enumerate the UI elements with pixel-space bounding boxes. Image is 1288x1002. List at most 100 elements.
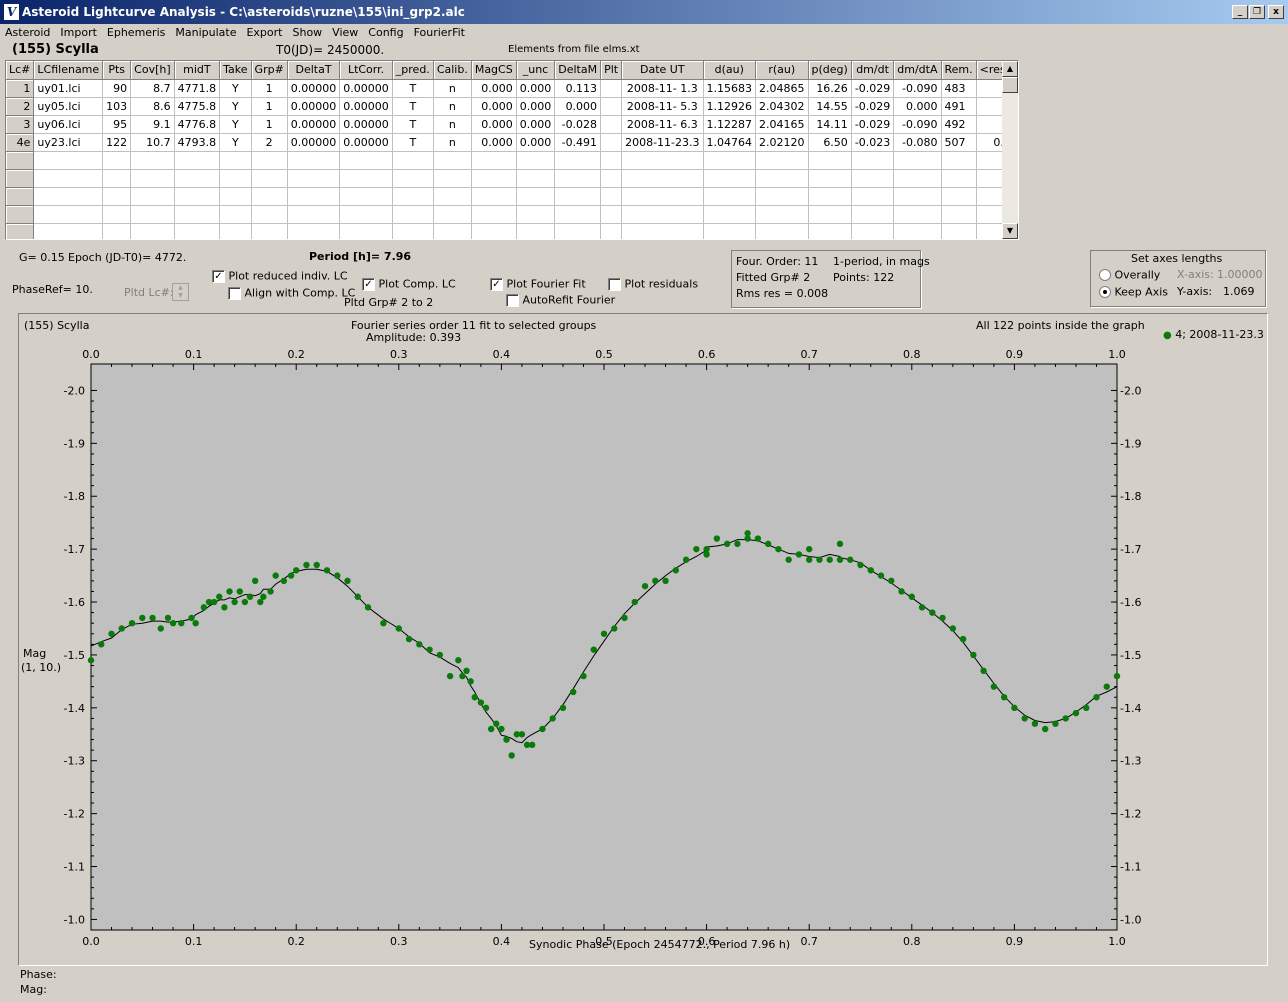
table-cell[interactable]: [851, 223, 895, 239]
table-cell[interactable]: 6.50: [808, 133, 852, 152]
table-cell[interactable]: n: [433, 115, 472, 134]
table-cell[interactable]: [251, 223, 288, 239]
table-cell[interactable]: -0.090: [893, 79, 942, 98]
table-cell[interactable]: 0.000: [471, 97, 517, 116]
table-cell[interactable]: [600, 205, 623, 224]
table-cell[interactable]: 0.000: [516, 133, 556, 152]
table-cell[interactable]: 2008-11- 1.3: [621, 79, 704, 98]
table-cell[interactable]: [174, 223, 221, 239]
table-cell[interactable]: 2.04302: [755, 97, 809, 116]
column-header[interactable]: Lc#: [6, 61, 35, 80]
table-cell[interactable]: [33, 151, 104, 170]
table-cell[interactable]: [851, 187, 895, 206]
table-cell[interactable]: 4776.8: [174, 115, 221, 134]
empty-table-row[interactable]: [6, 169, 1018, 188]
table-cell[interactable]: [471, 187, 517, 206]
table-cell[interactable]: T: [392, 115, 434, 134]
table-cell[interactable]: [392, 205, 434, 224]
column-header[interactable]: dm/dtA: [893, 61, 942, 80]
column-header[interactable]: LtCorr.: [339, 61, 393, 80]
table-cell[interactable]: [130, 151, 175, 170]
table-cell[interactable]: [554, 187, 602, 206]
table-cell[interactable]: uy06.lci: [33, 115, 104, 134]
table-cell[interactable]: 95: [102, 115, 132, 134]
table-cell[interactable]: 4775.8: [174, 97, 221, 116]
menu-import[interactable]: Import: [60, 26, 97, 39]
table-cell[interactable]: -0.029: [851, 79, 895, 98]
table-cell[interactable]: [102, 223, 132, 239]
table-cell[interactable]: [808, 187, 852, 206]
table-cell[interactable]: -0.023: [851, 133, 895, 152]
table-cell[interactable]: 10.7: [130, 133, 175, 152]
plot-comp-checkbox[interactable]: ✓ Plot Comp. LC: [362, 277, 456, 291]
table-cell[interactable]: -0.090: [893, 115, 942, 134]
table-cell[interactable]: [219, 169, 252, 188]
table-cell[interactable]: [33, 187, 104, 206]
table-cell[interactable]: [102, 151, 132, 170]
table-cell[interactable]: [893, 169, 942, 188]
table-cell[interactable]: n: [433, 97, 472, 116]
table-cell[interactable]: [941, 151, 977, 170]
table-cell[interactable]: 14.11: [808, 115, 852, 134]
table-cell[interactable]: [703, 205, 756, 224]
table-cell[interactable]: [600, 223, 623, 239]
table-cell[interactable]: [516, 205, 556, 224]
table-cell[interactable]: [941, 205, 977, 224]
empty-table-row[interactable]: [6, 187, 1018, 206]
table-cell[interactable]: 4793.8: [174, 133, 221, 152]
column-header[interactable]: dm/dt: [851, 61, 895, 80]
table-cell[interactable]: 0.000: [471, 79, 517, 98]
table-cell[interactable]: [102, 187, 132, 206]
table-cell[interactable]: [755, 187, 809, 206]
table-cell[interactable]: [808, 223, 852, 239]
table-cell[interactable]: 0.00000: [339, 133, 393, 152]
table-cell[interactable]: [392, 187, 434, 206]
table-cell[interactable]: 1: [251, 79, 288, 98]
table-cell[interactable]: T: [392, 133, 434, 152]
table-cell[interactable]: [251, 169, 288, 188]
table-cell[interactable]: n: [433, 133, 472, 152]
table-cell[interactable]: [433, 205, 472, 224]
table-cell[interactable]: Y: [219, 133, 252, 152]
table-cell[interactable]: 507: [941, 133, 977, 152]
table-cell[interactable]: [621, 169, 704, 188]
column-header[interactable]: Take: [219, 61, 252, 80]
column-header[interactable]: Date UT: [621, 61, 704, 80]
column-header[interactable]: Cov[h]: [130, 61, 175, 80]
table-cell[interactable]: [808, 151, 852, 170]
table-cell[interactable]: 14.55: [808, 97, 852, 116]
table-cell[interactable]: [471, 205, 517, 224]
table-cell[interactable]: 0.00000: [339, 97, 393, 116]
app-logo-icon[interactable]: V: [4, 4, 19, 20]
table-cell[interactable]: [130, 223, 175, 239]
table-cell[interactable]: 2.04165: [755, 115, 809, 134]
table-cell[interactable]: [554, 169, 602, 188]
table-cell[interactable]: [941, 223, 977, 239]
table-cell[interactable]: 0.00000: [339, 115, 393, 134]
table-cell[interactable]: 4771.8: [174, 79, 221, 98]
pltd-lc-spinner[interactable]: ▲ ▼: [172, 283, 189, 301]
table-cell[interactable]: [600, 151, 623, 170]
table-cell[interactable]: Y: [219, 97, 252, 116]
table-cell[interactable]: -0.028: [554, 115, 602, 134]
menu-asteroid[interactable]: Asteroid: [5, 26, 51, 39]
row-indicator[interactable]: [6, 205, 35, 224]
table-cell[interactable]: 1.04764: [703, 133, 756, 152]
table-cell[interactable]: -0.029: [851, 97, 895, 116]
lightcurve-plot-area[interactable]: (155) Scylla Fourier series order 11 fit…: [18, 313, 1268, 966]
yaxis-value[interactable]: 1.069: [1223, 285, 1255, 298]
table-cell[interactable]: [703, 223, 756, 239]
table-cell[interactable]: [600, 97, 623, 116]
plot-reduced-checkbox[interactable]: ✓ Plot reduced indiv. LC: [212, 269, 348, 283]
table-cell[interactable]: [554, 151, 602, 170]
menu-show[interactable]: Show: [292, 26, 323, 39]
table-cell[interactable]: [471, 151, 517, 170]
table-cell[interactable]: 0.000: [554, 97, 602, 116]
menu-export[interactable]: Export: [246, 26, 283, 39]
table-cell[interactable]: [893, 151, 942, 170]
table-cell[interactable]: [755, 169, 809, 188]
menu-config[interactable]: Config: [368, 26, 404, 39]
table-cell[interactable]: [287, 169, 341, 188]
